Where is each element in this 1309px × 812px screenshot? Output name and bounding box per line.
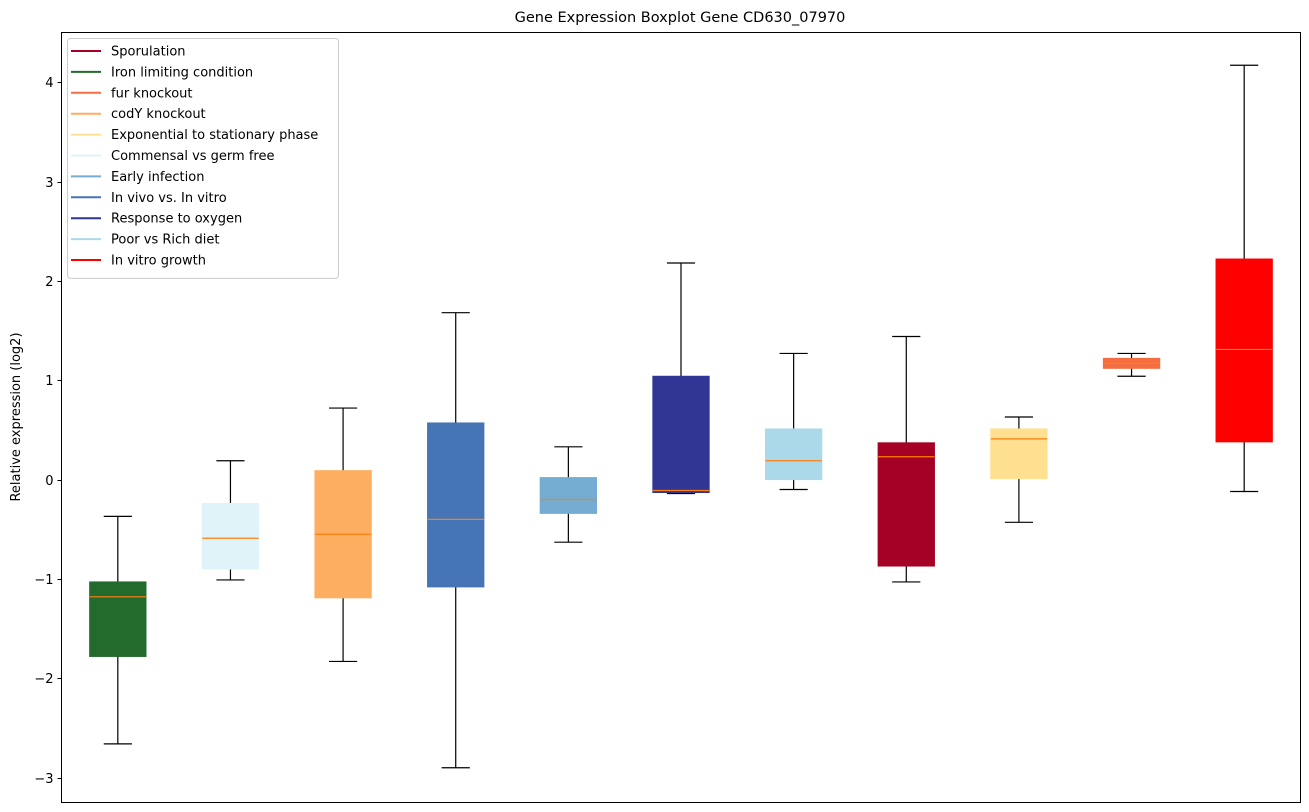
legend-label: Iron limiting condition <box>111 65 253 80</box>
legend-item: Commensal vs germ free <box>71 149 274 164</box>
legend-label: In vitro growth <box>111 254 206 269</box>
legend-label: Exponential to stationary phase <box>111 128 318 143</box>
legend-label: Early infection <box>111 170 204 185</box>
y-tick-label: 3 <box>45 176 53 191</box>
y-tick-label: 1 <box>45 374 53 389</box>
legend-box <box>67 38 339 279</box>
box-body <box>990 428 1048 480</box>
y-tick-label: 4 <box>45 76 53 91</box>
box-body <box>539 477 598 514</box>
box-in-vitro-growth <box>1215 64 1273 493</box>
legend-item: Response to oxygen <box>71 212 242 227</box>
box-body <box>201 502 260 570</box>
y-tick-label: 0 <box>45 474 53 489</box>
legend-item: Early infection <box>71 170 204 185</box>
y-axis-label: Relative expression (log2) <box>9 332 24 501</box>
box-body <box>652 375 710 494</box>
legend-label: Commensal vs germ free <box>111 149 274 164</box>
box-fur-knockout <box>1102 352 1161 377</box>
box-body <box>1215 258 1273 443</box>
box-body <box>764 428 823 481</box>
box-exponential-to-stationary-phase <box>990 416 1048 523</box>
y-tick-label: −3 <box>34 772 53 787</box>
legend-item: Exponential to stationary phase <box>71 128 318 143</box>
box-early-infection <box>539 446 598 543</box>
box-commensal-vs-germ-free <box>201 460 260 581</box>
legend-item: Poor vs Rich diet <box>71 233 219 248</box>
legend: Sporulation Iron limiting condition fur kn… <box>67 38 339 279</box>
legend-label: fur knockout <box>111 86 193 101</box>
legend-label: Poor vs Rich diet <box>111 233 219 248</box>
chart-title: Gene Expression Boxplot Gene CD630_07970 <box>515 10 846 26</box>
y-tick-label: −2 <box>34 672 53 687</box>
legend-label: Sporulation <box>111 45 186 60</box>
legend-item: In vivo vs. In vitro <box>71 191 227 206</box>
box-sporulation <box>877 335 935 583</box>
legend-label: Response to oxygen <box>111 212 242 227</box>
box-in-vivo-vs-in-vitro <box>427 312 485 769</box>
box-body <box>427 422 485 588</box>
box-poor-vs-rich-diet <box>764 352 823 491</box>
legend-item: fur knockout <box>71 86 193 101</box>
legend-item: In vitro growth <box>71 254 206 269</box>
box-response-to-oxygen <box>652 262 710 495</box>
legend-label: In vivo vs. In vitro <box>111 191 227 206</box>
box-body <box>89 581 147 657</box>
y-tick-label: −1 <box>34 573 53 588</box>
y-axis-ticks: −3 −2 −1 0 1 2 3 4 <box>34 76 62 787</box>
legend-label: codY knockout <box>111 107 206 122</box>
box-body <box>877 442 935 567</box>
legend-item: Iron limiting condition <box>71 65 253 80</box>
legend-item: Sporulation <box>71 45 186 60</box>
y-tick-label: 2 <box>45 275 53 290</box>
box-iron-limiting-condition <box>89 515 147 745</box>
box-cody-knockout <box>314 407 372 663</box>
plot-frame <box>61 32 1301 803</box>
boxes <box>89 64 1273 769</box>
legend-item: codY knockout <box>71 107 206 122</box>
